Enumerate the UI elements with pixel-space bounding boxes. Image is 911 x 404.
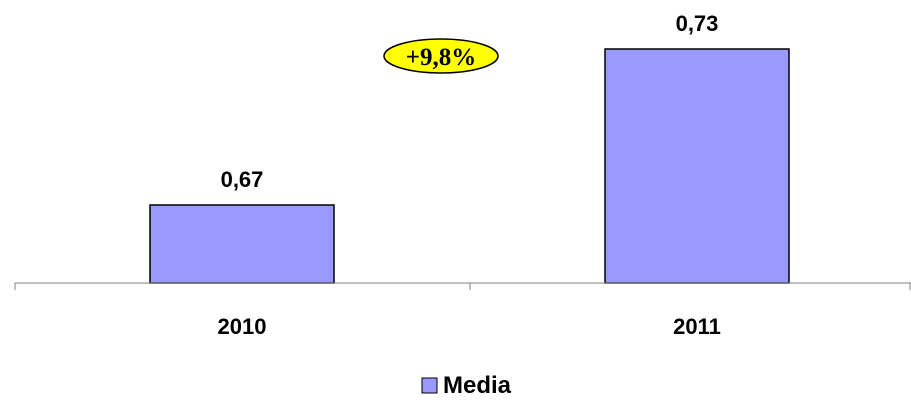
bar-2011 [604, 48, 790, 284]
bars-group [149, 48, 790, 284]
x-axis-ticks [14, 283, 911, 290]
category-label-2010: 2010 [218, 314, 267, 339]
change-badge-label: +9,8% [406, 44, 477, 71]
legend: Media [421, 372, 512, 399]
category-label-2011: 2011 [673, 314, 721, 339]
category-labels-group: 2010 2011 [218, 314, 721, 339]
change-badge: +9,8% [383, 38, 499, 74]
bar-2010 [149, 204, 335, 284]
value-label-2011: 0,73 [676, 11, 719, 36]
legend-label-media: Media [443, 372, 512, 399]
change-badge-ellipse [383, 38, 499, 74]
value-label-2010: 0,67 [221, 167, 264, 192]
value-labels-group: 0,67 0,73 [221, 11, 719, 192]
legend-swatch-media [421, 377, 438, 394]
